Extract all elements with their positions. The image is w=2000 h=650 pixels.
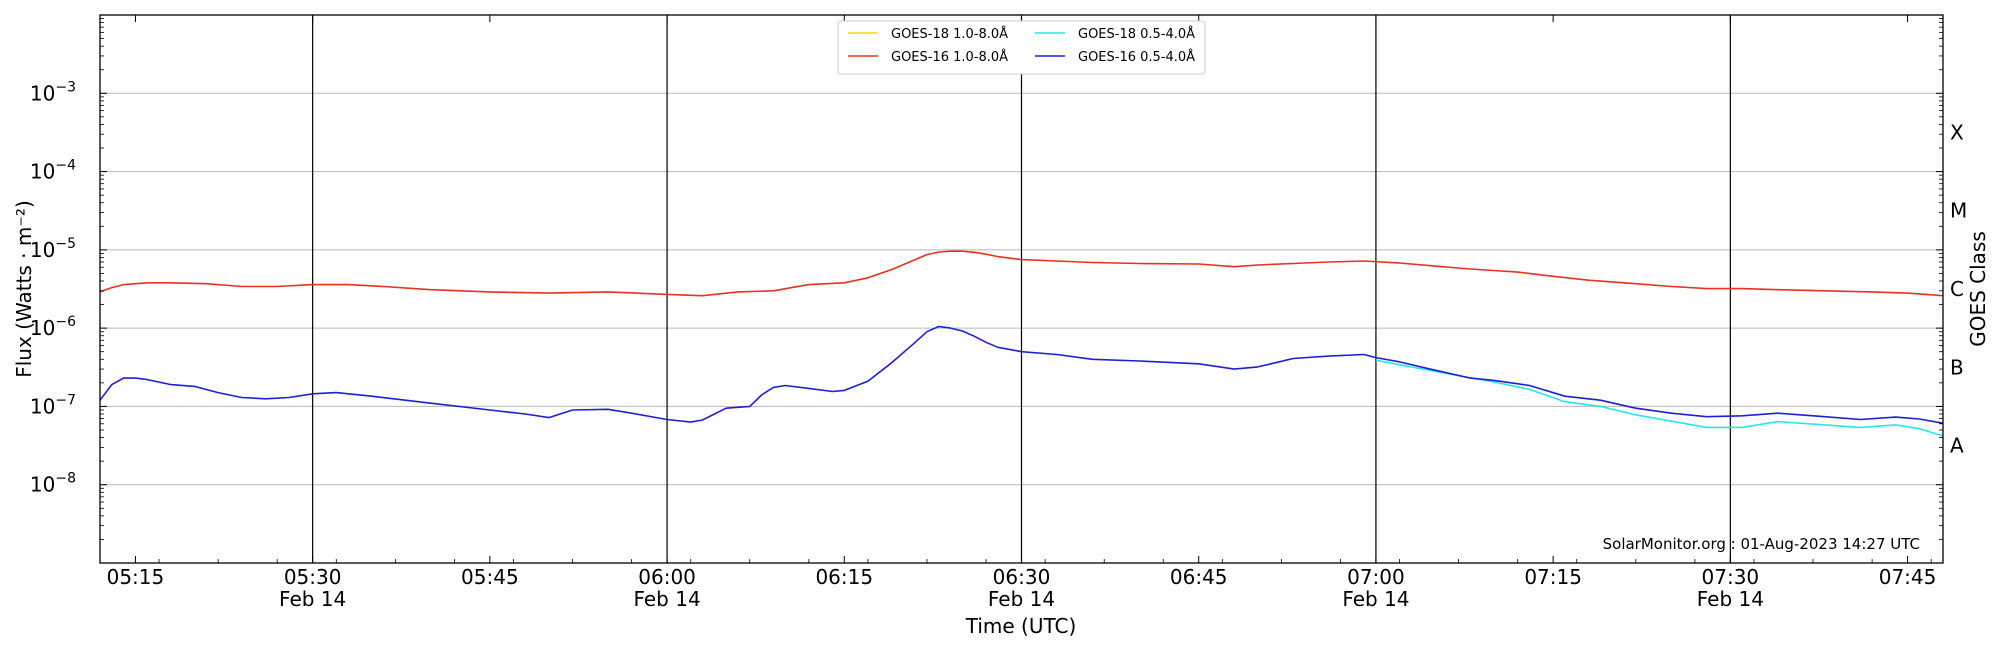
credit-text: SolarMonitor.org : 01-Aug-2023 14:27 UTC <box>1603 535 1920 553</box>
goes-class-label: A <box>1950 434 1964 458</box>
x-tick-label: 06:30 <box>993 565 1051 589</box>
y-tick-base: 10 <box>30 316 55 340</box>
x-tick-label: 06:15 <box>815 565 873 589</box>
y-tick-base: 10 <box>30 238 55 262</box>
x-tick-label: 06:45 <box>1170 565 1228 589</box>
x-tick-label: 06:00 <box>638 565 696 589</box>
x-tick-label: 07:00 <box>1347 565 1405 589</box>
vertical-marker-layer <box>312 15 1731 563</box>
x-tick-label: 05:15 <box>107 565 165 589</box>
x-tick-label: 05:45 <box>461 565 519 589</box>
y-axis-ticks: 10−810−710−610−510−410−3 <box>30 18 1943 540</box>
y-tick-exponent: −4 <box>55 158 76 174</box>
x-tick-date: Feb 14 <box>633 587 700 611</box>
goes-class-axis-label: GOES Class <box>1966 231 1990 347</box>
y-tick-base: 10 <box>30 160 55 184</box>
y-tick-base: 10 <box>30 473 55 497</box>
goes-class-label: B <box>1950 355 1964 379</box>
y-tick-base: 10 <box>30 394 55 418</box>
x-tick-date: Feb 14 <box>1342 587 1409 611</box>
goes-class-label: C <box>1950 277 1964 301</box>
goes-class-label: M <box>1950 199 1967 223</box>
y-tick-label: 10−5 <box>30 236 76 262</box>
y-tick-exponent: −6 <box>55 314 76 330</box>
y-tick-label: 10−8 <box>30 471 76 497</box>
x-tick-label: 07:30 <box>1702 565 1760 589</box>
y-tick-exponent: −8 <box>55 471 76 487</box>
goes-class-label: X <box>1950 120 1964 144</box>
series-line-3 <box>99 325 1944 424</box>
y-tick-base: 10 <box>30 81 55 105</box>
x-tick-date: Feb 14 <box>1697 587 1764 611</box>
y-tick-label: 10−6 <box>30 314 76 340</box>
x-tick-label: 07:15 <box>1524 565 1582 589</box>
y-tick-label: 10−4 <box>30 158 76 184</box>
x-tick-label: 05:30 <box>284 565 342 589</box>
y-tick-label: 10−3 <box>30 79 76 105</box>
x-tick-date: Feb 14 <box>279 587 346 611</box>
series-line-2 <box>1375 359 1944 437</box>
y-axis-label: Flux (Watts · m⁻²) <box>12 200 36 378</box>
y-tick-exponent: −3 <box>55 79 76 95</box>
y-tick-exponent: −5 <box>55 236 76 252</box>
legend-entry-label: GOES-16 1.0-8.0Å <box>891 49 1008 65</box>
legend: GOES-18 1.0-8.0Å GOES-16 1.0-8.0Å GOES-18 … <box>837 20 1206 75</box>
legend-entry-label: GOES-18 0.5-4.0Å <box>1078 26 1195 42</box>
x-tick-date: Feb 14 <box>988 587 1055 611</box>
legend-box <box>837 20 1206 75</box>
goes-class-labels: A B C M X <box>1950 120 1967 457</box>
series-line-1 <box>99 250 1944 297</box>
series-layer <box>99 250 1944 437</box>
y-tick-exponent: −7 <box>55 392 76 408</box>
x-axis-label: Time (UTC) <box>965 614 1077 638</box>
y-tick-label: 10−7 <box>30 392 76 418</box>
legend-entry-label: GOES-18 1.0-8.0Å <box>891 26 1008 42</box>
legend-entry-label: GOES-16 0.5-4.0Å <box>1078 49 1195 65</box>
x-tick-label: 07:45 <box>1879 565 1937 589</box>
